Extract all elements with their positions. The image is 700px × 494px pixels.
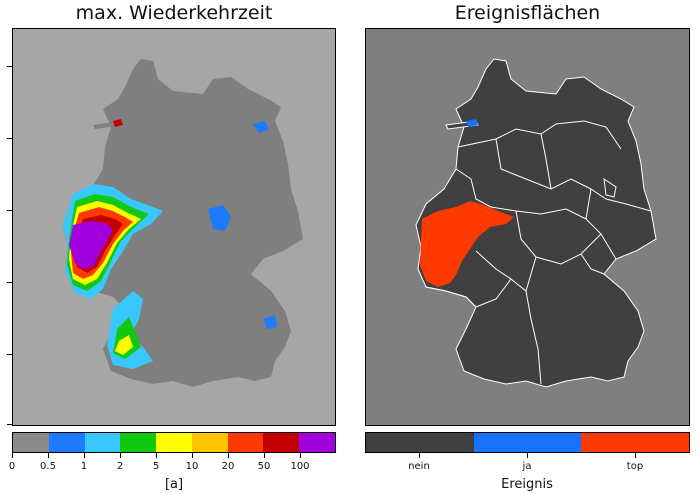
y-tick [7, 282, 12, 283]
colorbar-tick-label: 50 [257, 461, 271, 472]
colorbar-tick-label: 5 [152, 461, 160, 472]
event-spot-3 [263, 315, 277, 329]
colorbar-tick [84, 453, 85, 458]
colorbar-swatch [473, 433, 582, 452]
event-spot-1 [208, 205, 231, 231]
colorbar-swatch [366, 433, 474, 452]
colorbar-tick [264, 453, 265, 458]
right-colorbar-label: Ereignis [501, 477, 553, 492]
left-map-title: max. Wiederkehrzeit [75, 2, 273, 24]
event-spot-north [113, 119, 123, 127]
left-colorbar-label: [a] [164, 477, 184, 492]
right-colorbar [365, 432, 690, 453]
colorbar-tick-label: 1 [80, 461, 88, 472]
colorbar-swatch [84, 433, 121, 452]
left-map-panel [12, 28, 336, 426]
colorbar-tick [635, 453, 636, 458]
colorbar-swatch [227, 433, 264, 452]
colorbar-tick-label: 100 [290, 461, 310, 472]
left-map-svg [63, 59, 303, 387]
colorbar-tick-label: 0 [8, 461, 16, 472]
right-map-panel [365, 28, 690, 426]
germany-shape-right [415, 58, 657, 388]
event-south-yellow-left [115, 335, 133, 355]
colorbar-tick-label: ja [522, 461, 532, 472]
colorbar-swatch [120, 433, 157, 452]
colorbar-swatch [191, 433, 228, 452]
colorbar-tick-label: 10 [185, 461, 199, 472]
event-purple-left [69, 221, 113, 269]
colorbar-tick-label: 0.5 [40, 461, 56, 472]
event-top-area [420, 201, 514, 287]
colorbar-swatch [156, 433, 192, 452]
right-map-title: Ereignisflächen [454, 2, 601, 24]
colorbar-tick-label: nein [408, 461, 430, 472]
y-tick [7, 138, 12, 139]
colorbar-tick [192, 453, 193, 458]
colorbar-tick [419, 453, 420, 458]
colorbar-tick [12, 453, 13, 458]
y-tick [7, 354, 12, 355]
colorbar-tick [300, 453, 301, 458]
colorbar-tick [48, 453, 49, 458]
colorbar-tick-label: top [626, 461, 644, 472]
colorbar-tick-label: 2 [116, 461, 124, 472]
event-ja-area [466, 119, 478, 127]
colorbar-tick [228, 453, 229, 458]
colorbar-tick [156, 453, 157, 458]
state-borders [425, 120, 652, 385]
colorbar-swatch [581, 433, 690, 452]
colorbar-tick [120, 453, 121, 458]
colorbar-tick [527, 453, 528, 458]
y-tick [7, 66, 12, 67]
colorbar-swatch [13, 433, 49, 452]
left-colorbar [12, 432, 336, 453]
event-spot-2 [253, 121, 269, 133]
y-tick [7, 424, 12, 425]
colorbar-swatch [299, 433, 336, 452]
colorbar-swatch [48, 433, 85, 452]
colorbar-tick-label: 20 [221, 461, 235, 472]
colorbar-swatch [263, 433, 300, 452]
y-tick [7, 210, 12, 211]
right-map-svg [415, 58, 657, 388]
